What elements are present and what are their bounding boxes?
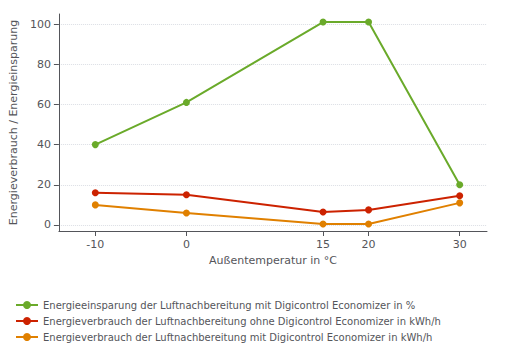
svg-text:20: 20 xyxy=(37,178,51,191)
svg-text:Energieverbrauch der Luftnachb: Energieverbrauch der Luftnachbereitung o… xyxy=(43,316,441,327)
svg-text:Außentemperatur in °C: Außentemperatur in °C xyxy=(209,254,337,267)
svg-text:100: 100 xyxy=(30,18,51,31)
svg-text:60: 60 xyxy=(37,98,51,111)
svg-text:0: 0 xyxy=(183,238,190,251)
svg-text:20: 20 xyxy=(362,238,376,251)
svg-text:-10: -10 xyxy=(86,238,104,251)
svg-text:30: 30 xyxy=(453,238,467,251)
svg-text:15: 15 xyxy=(316,238,330,251)
svg-text:Energieverbrauch der Luftnachb: Energieverbrauch der Luftnachbereitung m… xyxy=(43,332,432,343)
svg-text:Energieverbrauch / Energieinsp: Energieverbrauch / Energieinsparung xyxy=(7,20,20,225)
svg-text:Energieeinsparung der Luftnach: Energieeinsparung der Luftnachbereitung … xyxy=(43,300,415,311)
svg-text:80: 80 xyxy=(37,58,51,71)
svg-text:0: 0 xyxy=(44,218,51,231)
svg-text:40: 40 xyxy=(37,138,51,151)
